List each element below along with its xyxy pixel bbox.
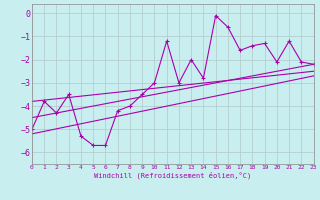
X-axis label: Windchill (Refroidissement éolien,°C): Windchill (Refroidissement éolien,°C) [94, 172, 252, 179]
